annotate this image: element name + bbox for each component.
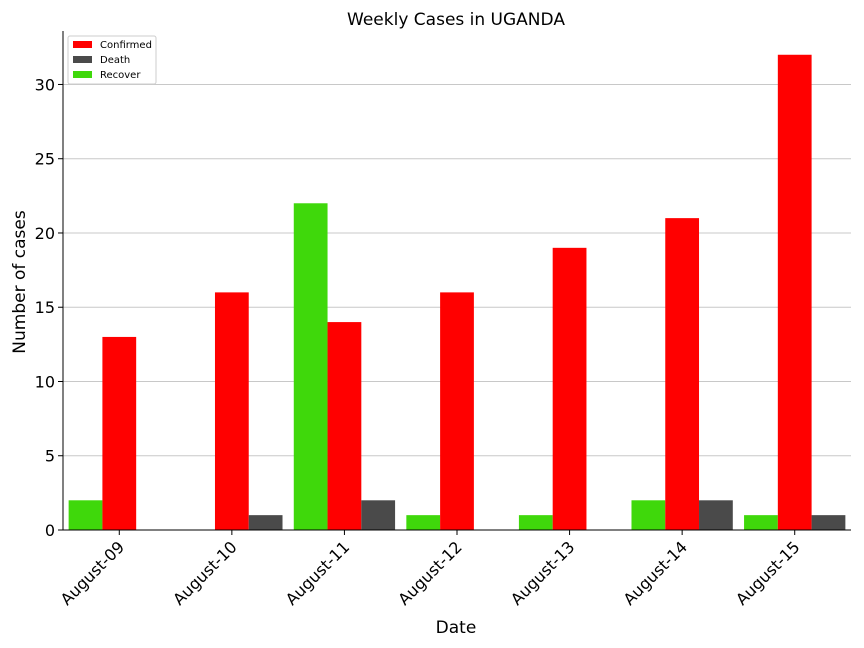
bar bbox=[665, 218, 700, 530]
bar bbox=[327, 322, 362, 530]
x-tick-label: August-09 bbox=[57, 537, 129, 609]
bar bbox=[518, 515, 553, 530]
y-tick-label: 25 bbox=[35, 150, 55, 169]
chart-title: Weekly Cases in UGANDA bbox=[347, 10, 565, 30]
bar bbox=[440, 292, 474, 530]
bar bbox=[361, 500, 396, 530]
legend-swatch bbox=[73, 71, 92, 78]
y-tick-label: 30 bbox=[35, 75, 55, 94]
legend-swatch bbox=[73, 41, 92, 48]
bar bbox=[699, 500, 733, 530]
bar bbox=[744, 515, 778, 530]
legend: Confirmed Death Recover bbox=[67, 35, 157, 85]
bar bbox=[631, 500, 666, 530]
x-tick-label: August-12 bbox=[394, 537, 466, 609]
bar bbox=[552, 247, 587, 530]
bar bbox=[811, 515, 846, 530]
bar bbox=[214, 292, 249, 530]
y-axis-label: Number of cases bbox=[10, 210, 30, 354]
x-tick-label: August-13 bbox=[507, 537, 579, 609]
bar bbox=[68, 500, 103, 530]
y-tick-label: 0 bbox=[45, 521, 55, 540]
bar bbox=[406, 515, 441, 530]
legend-swatch bbox=[73, 56, 92, 63]
bar bbox=[293, 203, 328, 530]
x-tick-label: August-11 bbox=[282, 537, 354, 609]
bars bbox=[68, 54, 846, 531]
x-tick-label: August-15 bbox=[732, 537, 804, 609]
legend-label: Recover bbox=[100, 70, 141, 81]
legend-label: Confirmed bbox=[100, 40, 152, 51]
bar bbox=[777, 54, 812, 531]
bar bbox=[248, 515, 283, 530]
y-tick-label: 10 bbox=[35, 372, 55, 391]
bar bbox=[102, 336, 137, 530]
x-tick-label: August-14 bbox=[619, 537, 691, 609]
y-tick-label: 20 bbox=[35, 224, 55, 243]
y-tick-label: 15 bbox=[35, 298, 55, 317]
x-axis-label: Date bbox=[436, 618, 477, 638]
x-tick-label: August-10 bbox=[169, 537, 241, 609]
legend-label: Death bbox=[100, 55, 130, 66]
y-tick-label: 5 bbox=[45, 447, 55, 466]
